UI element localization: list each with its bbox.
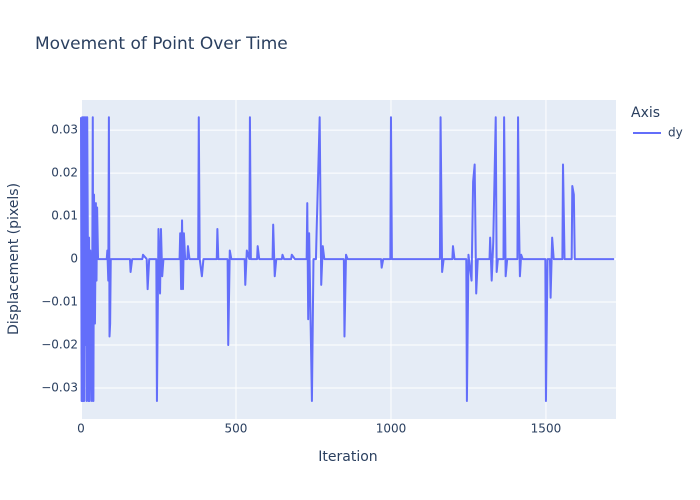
- legend-title: Axis: [631, 105, 660, 121]
- x-tick-label: 0: [77, 422, 85, 436]
- y-tick-label: 0: [70, 252, 78, 266]
- y-axis-title: Displacement (pixels): [6, 183, 22, 335]
- y-tick-label: 0.02: [51, 166, 78, 180]
- x-tick-label: 1500: [531, 422, 562, 436]
- x-tick-label: 500: [225, 422, 248, 436]
- x-axis-title: Iteration: [318, 449, 377, 465]
- y-tick-label: −0.02: [41, 338, 78, 352]
- y-tick-label: 0.03: [51, 123, 78, 137]
- legend-label[interactable]: dy: [668, 126, 683, 140]
- y-tick-label: −0.01: [41, 295, 78, 309]
- data-line: [80, 116, 615, 402]
- x-tick-label: 1000: [376, 422, 407, 436]
- y-tick-label: 0.01: [51, 209, 78, 223]
- y-tick-label: −0.03: [41, 381, 78, 395]
- chart-title: Movement of Point Over Time: [35, 34, 288, 54]
